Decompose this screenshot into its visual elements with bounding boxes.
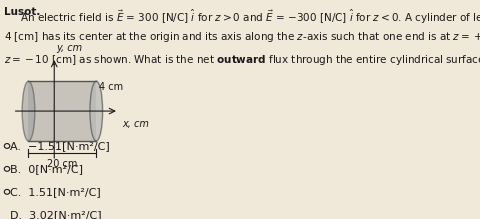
Text: D.  3.02[N·m²/C]: D. 3.02[N·m²/C] (11, 210, 102, 219)
Text: Lusot.: Lusot. (4, 7, 40, 17)
Text: $z = -10$ [cm] as shown. What is the net $\mathbf{outward}$ flux through the ent: $z = -10$ [cm] as shown. What is the net… (4, 53, 480, 67)
Ellipse shape (22, 81, 35, 141)
Text: An electric field is $\vec{E}$ = 300 [N/C] $\hat{i}$ for $z > 0$ and $\vec{E}$ =: An electric field is $\vec{E}$ = 300 [N/… (17, 7, 480, 26)
Text: 20 cm: 20 cm (47, 159, 77, 169)
Text: B.  0[N·m²/C]: B. 0[N·m²/C] (11, 164, 83, 174)
Text: x, cm: x, cm (122, 119, 149, 129)
Text: 4 cm: 4 cm (98, 82, 122, 92)
Text: C.  1.51[N·m²/C]: C. 1.51[N·m²/C] (11, 187, 101, 197)
Text: y, cm: y, cm (56, 43, 83, 53)
Ellipse shape (90, 81, 102, 141)
Text: 4 [cm] has its center at the origin and its axis along the $z$-axis such that on: 4 [cm] has its center at the origin and … (4, 30, 480, 44)
Text: A.  −1.51[N·m²/C]: A. −1.51[N·m²/C] (11, 141, 110, 151)
Polygon shape (28, 81, 96, 141)
